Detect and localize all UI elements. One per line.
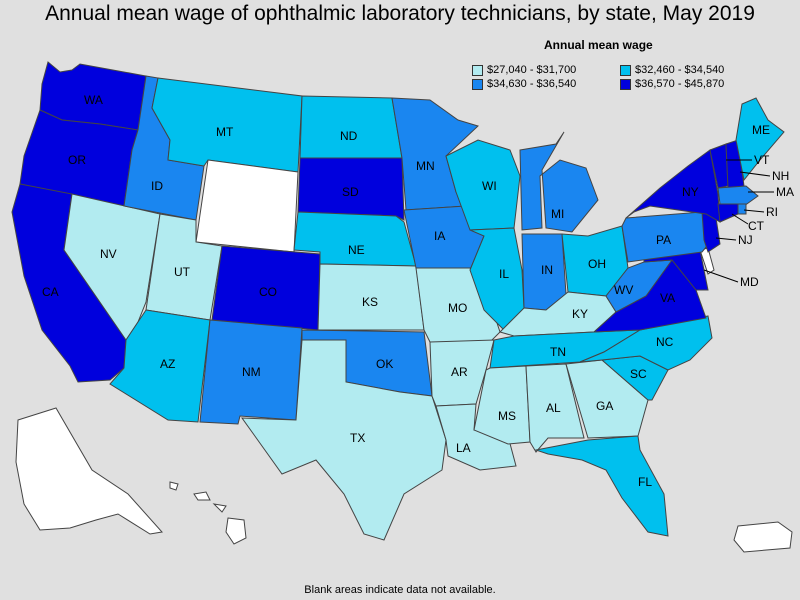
state-PR (733, 521, 793, 553)
legend-swatch-1 (472, 64, 483, 76)
label-MN: MN (416, 159, 435, 173)
label-OH: OH (588, 257, 606, 271)
label-NV: NV (100, 247, 117, 261)
label-NE: NE (348, 243, 365, 257)
legend-label-1: $27,040 - $31,700 (487, 64, 577, 76)
leader-nj (715, 237, 737, 241)
label-OR: OR (68, 153, 86, 167)
state-AZ (109, 309, 211, 423)
label-OK: OK (376, 357, 393, 371)
label-ME: ME (752, 123, 770, 137)
label-MO: MO (448, 301, 467, 315)
label-WV: WV (614, 283, 633, 297)
label-GA: GA (596, 399, 613, 413)
legend-label-2: $32,460 - $34,540 (635, 64, 725, 76)
leader-ri (743, 209, 765, 213)
label-VT: VT (754, 153, 770, 167)
label-ID: ID (151, 179, 163, 193)
legend-swatch-3 (472, 78, 483, 90)
label-MD: MD (740, 275, 759, 289)
label-KY: KY (572, 307, 588, 321)
label-NJ: NJ (738, 233, 753, 247)
label-FL: FL (638, 475, 652, 489)
label-ND: ND (340, 129, 358, 143)
state-TX (241, 339, 447, 541)
leader-md (703, 269, 739, 283)
label-NH: NH (772, 169, 789, 183)
label-CO: CO (259, 285, 277, 299)
state-ME (735, 97, 785, 182)
label-NY: NY (682, 185, 699, 199)
label-PA: PA (656, 233, 671, 247)
label-IL: IL (499, 267, 509, 281)
label-UT: UT (174, 265, 191, 279)
label-IA: IA (434, 229, 445, 243)
label-CT: CT (748, 219, 765, 233)
label-WA: WA (84, 93, 103, 107)
label-RI: RI (766, 205, 778, 219)
legend-title: Annual mean wage (544, 38, 653, 52)
state-WY (195, 159, 299, 253)
label-NM: NM (242, 365, 261, 379)
label-WI: WI (482, 179, 497, 193)
state-RI (737, 203, 747, 215)
state-ND (299, 95, 403, 159)
state-NM (199, 319, 303, 425)
label-TN: TN (550, 345, 566, 359)
label-NC: NC (656, 335, 674, 349)
label-SC: SC (630, 367, 647, 381)
label-AR: AR (451, 365, 468, 379)
leader-nh (739, 171, 771, 177)
label-SD: SD (342, 185, 359, 199)
legend-item-3: $34,630 - $36,540 (472, 78, 576, 90)
legend-swatch-2 (620, 64, 631, 76)
state-NC (579, 315, 713, 371)
map-title: Annual mean wage of ophthalmic laborator… (45, 2, 755, 25)
leader-ct (731, 213, 749, 225)
state-HI (169, 481, 247, 545)
legend-label-3: $34,630 - $36,540 (487, 78, 577, 90)
label-MT: MT (216, 125, 234, 139)
label-LA: LA (456, 441, 471, 455)
state-LA (435, 403, 517, 471)
label-TX: TX (350, 431, 365, 445)
legend-label-4: $36,570 - $45,870 (635, 78, 725, 90)
label-CA: CA (42, 285, 59, 299)
legend-item-4: $36,570 - $45,870 (620, 78, 724, 90)
footnote: Blank areas indicate data not available. (304, 584, 496, 596)
state-FL (534, 435, 669, 537)
state-SD (297, 157, 405, 221)
label-VA: VA (660, 291, 675, 305)
state-CT (717, 203, 739, 223)
state-MI (519, 131, 599, 233)
state-WI (445, 139, 521, 231)
state-MT (151, 77, 303, 173)
state-MA (717, 185, 759, 207)
label-MI: MI (551, 207, 564, 221)
label-MA: MA (776, 185, 794, 199)
label-IN: IN (541, 263, 553, 277)
state-AK (15, 407, 163, 535)
label-MS: MS (498, 409, 516, 423)
legend-item-1: $27,040 - $31,700 (472, 64, 576, 76)
state-NY (625, 149, 721, 223)
legend-swatch-4 (620, 78, 631, 90)
label-KS: KS (362, 295, 378, 309)
label-AZ: AZ (160, 357, 175, 371)
label-AL: AL (546, 401, 561, 415)
legend-item-2: $32,460 - $34,540 (620, 64, 724, 76)
